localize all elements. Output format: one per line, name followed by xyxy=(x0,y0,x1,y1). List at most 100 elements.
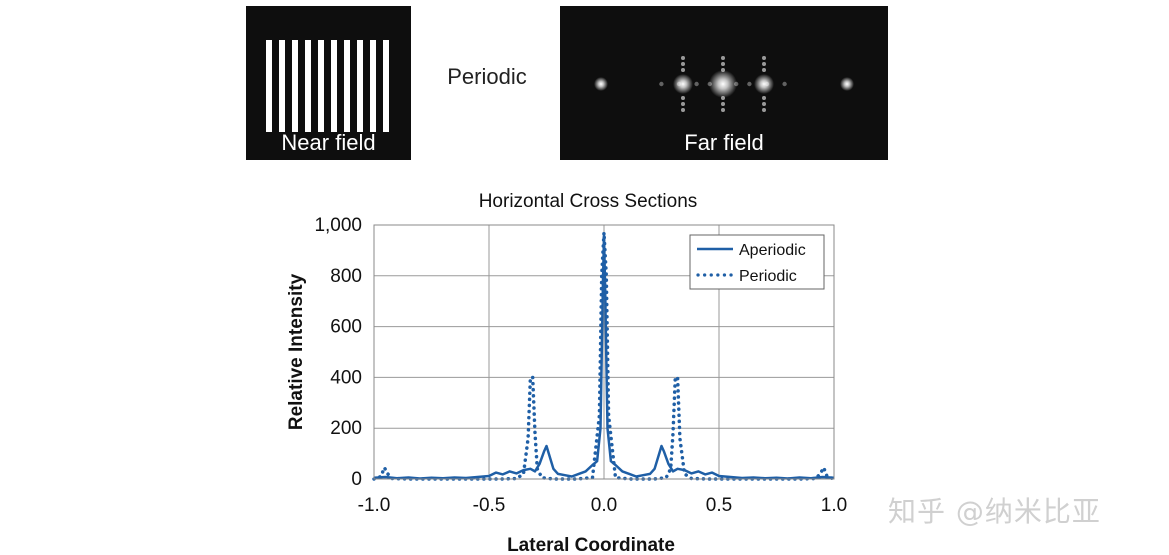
diffraction-sidelobe xyxy=(721,108,725,112)
y-tick-label: 0 xyxy=(351,469,362,490)
grating-bar xyxy=(357,40,363,132)
diffraction-pattern xyxy=(594,56,854,112)
diffraction-sidelobe xyxy=(721,108,725,112)
grating-bar xyxy=(292,40,298,132)
diffraction-sidelobe xyxy=(762,56,766,60)
diffraction-sidelobe xyxy=(681,96,685,100)
diffraction-spot xyxy=(594,77,608,91)
diffraction-spot xyxy=(754,74,774,94)
diffraction-sidelobe xyxy=(681,68,685,72)
legend: Aperiodic Periodic xyxy=(689,234,825,290)
diffraction-sidelobe xyxy=(721,56,725,60)
grating-bar xyxy=(331,40,337,132)
diffraction-sidelobe xyxy=(762,56,766,60)
legend-label-aperiodic: Aperiodic xyxy=(739,242,806,259)
diffraction-sidelobe xyxy=(694,81,699,87)
chart-title: Horizontal Cross Sections xyxy=(479,191,698,212)
tick-labels: 0 200 400 600 800 1,000 -1.0 -0.5 0.0 0.5 1.0 xyxy=(314,215,847,516)
diffraction-sidelobe xyxy=(721,102,725,106)
diffraction-sidelobe xyxy=(762,102,766,106)
grating-bar xyxy=(370,40,376,132)
y-tick-label: 200 xyxy=(330,418,362,439)
diffraction-sidelobe xyxy=(762,96,766,100)
diffraction-sidelobe xyxy=(762,96,766,100)
diffraction-sidelobe xyxy=(721,68,725,72)
diffraction-sidelobe xyxy=(681,96,685,100)
diffraction-sidelobe xyxy=(681,68,685,72)
x-axis-title: Lateral Coordinate xyxy=(507,535,675,555)
legend-label-periodic: Periodic xyxy=(739,268,797,285)
grating-bar xyxy=(318,40,324,132)
diffraction-sidelobe xyxy=(762,68,766,72)
far-field-label: Far field xyxy=(684,130,764,155)
diffraction-sidelobe xyxy=(764,81,770,87)
diffraction-spot xyxy=(840,77,854,91)
diffraction-sidelobe xyxy=(721,62,725,66)
diffraction-sidelobe xyxy=(782,81,787,87)
diffraction-sidelobe xyxy=(762,108,766,112)
periodic-label: Periodic xyxy=(447,64,527,89)
diffraction-sidelobe xyxy=(734,81,739,87)
plot-border xyxy=(373,224,835,480)
diffraction-sidelobe xyxy=(681,62,685,66)
diffraction-sidelobe xyxy=(681,62,685,66)
diffraction-sidelobe xyxy=(721,102,725,106)
legend-box xyxy=(689,234,825,290)
diffraction-sidelobe xyxy=(762,108,766,112)
diffraction-sidelobe xyxy=(762,62,766,66)
diffraction-sidelobe xyxy=(721,68,725,72)
diffraction-sidelobe xyxy=(707,81,712,87)
diffraction-sidelobe xyxy=(747,81,752,87)
diffraction-sidelobe xyxy=(762,102,766,106)
diffraction-sidelobe xyxy=(681,102,685,106)
diffraction-sidelobe xyxy=(762,102,766,106)
y-tick-label: 800 xyxy=(330,266,362,287)
diffraction-sidelobe xyxy=(721,56,725,60)
diffraction-sidelobe xyxy=(762,56,766,60)
grating-bar xyxy=(344,40,350,132)
x-tick-label: 0.0 xyxy=(591,495,617,516)
grating-bar xyxy=(383,40,389,132)
grating-bar xyxy=(279,40,285,132)
diffraction-sidelobe xyxy=(681,56,685,60)
near-field-image: Near field xyxy=(246,6,411,160)
diffraction-sidelobe xyxy=(681,56,685,60)
diffraction-sidelobe xyxy=(721,62,725,66)
diffraction-sidelobe xyxy=(681,102,685,106)
diffraction-sidelobe xyxy=(721,102,725,106)
x-tick-label: -0.5 xyxy=(473,495,506,516)
diffraction-sidelobe xyxy=(681,56,685,60)
diffraction-sidelobe xyxy=(721,96,725,100)
diffraction-sidelobe xyxy=(681,108,685,112)
x-tick-label: 0.5 xyxy=(706,495,732,516)
y-tick-label: 400 xyxy=(330,367,362,388)
diffraction-sidelobe xyxy=(762,96,766,100)
diffraction-sidelobe xyxy=(681,102,685,106)
diffraction-sidelobe xyxy=(681,108,685,112)
diffraction-sidelobe xyxy=(681,108,685,112)
grating-bar xyxy=(266,40,272,132)
diffraction-sidelobe xyxy=(721,56,725,60)
diffraction-sidelobe xyxy=(659,81,664,87)
diffraction-sidelobe xyxy=(762,108,766,112)
diffraction-sidelobe xyxy=(721,108,725,112)
diffraction-sidelobe xyxy=(681,62,685,66)
diffraction-sidelobe xyxy=(681,68,685,72)
diffraction-sidelobe xyxy=(721,62,725,66)
grating-bar xyxy=(305,40,311,132)
diffraction-sidelobe xyxy=(762,68,766,72)
diffraction-spot xyxy=(673,74,693,94)
far-field-image: Far field xyxy=(560,6,888,160)
diffraction-sidelobe xyxy=(681,96,685,100)
y-axis-title: Relative Intensity xyxy=(286,273,307,430)
diffraction-sidelobe xyxy=(762,62,766,66)
cross-section-chart: Horizontal Cross Sections 0 200 400 600 800 1… xyxy=(286,191,847,555)
diffraction-sidelobe xyxy=(721,96,725,100)
diffraction-sidelobe xyxy=(721,96,725,100)
watermark: 知乎 @纳米比亚 xyxy=(888,495,1101,528)
diffraction-spot xyxy=(709,70,737,98)
diffraction-sidelobe xyxy=(721,68,725,72)
y-tick-label: 1,000 xyxy=(314,215,362,236)
diffraction-sidelobe xyxy=(762,68,766,72)
diffraction-sidelobe xyxy=(676,81,682,87)
